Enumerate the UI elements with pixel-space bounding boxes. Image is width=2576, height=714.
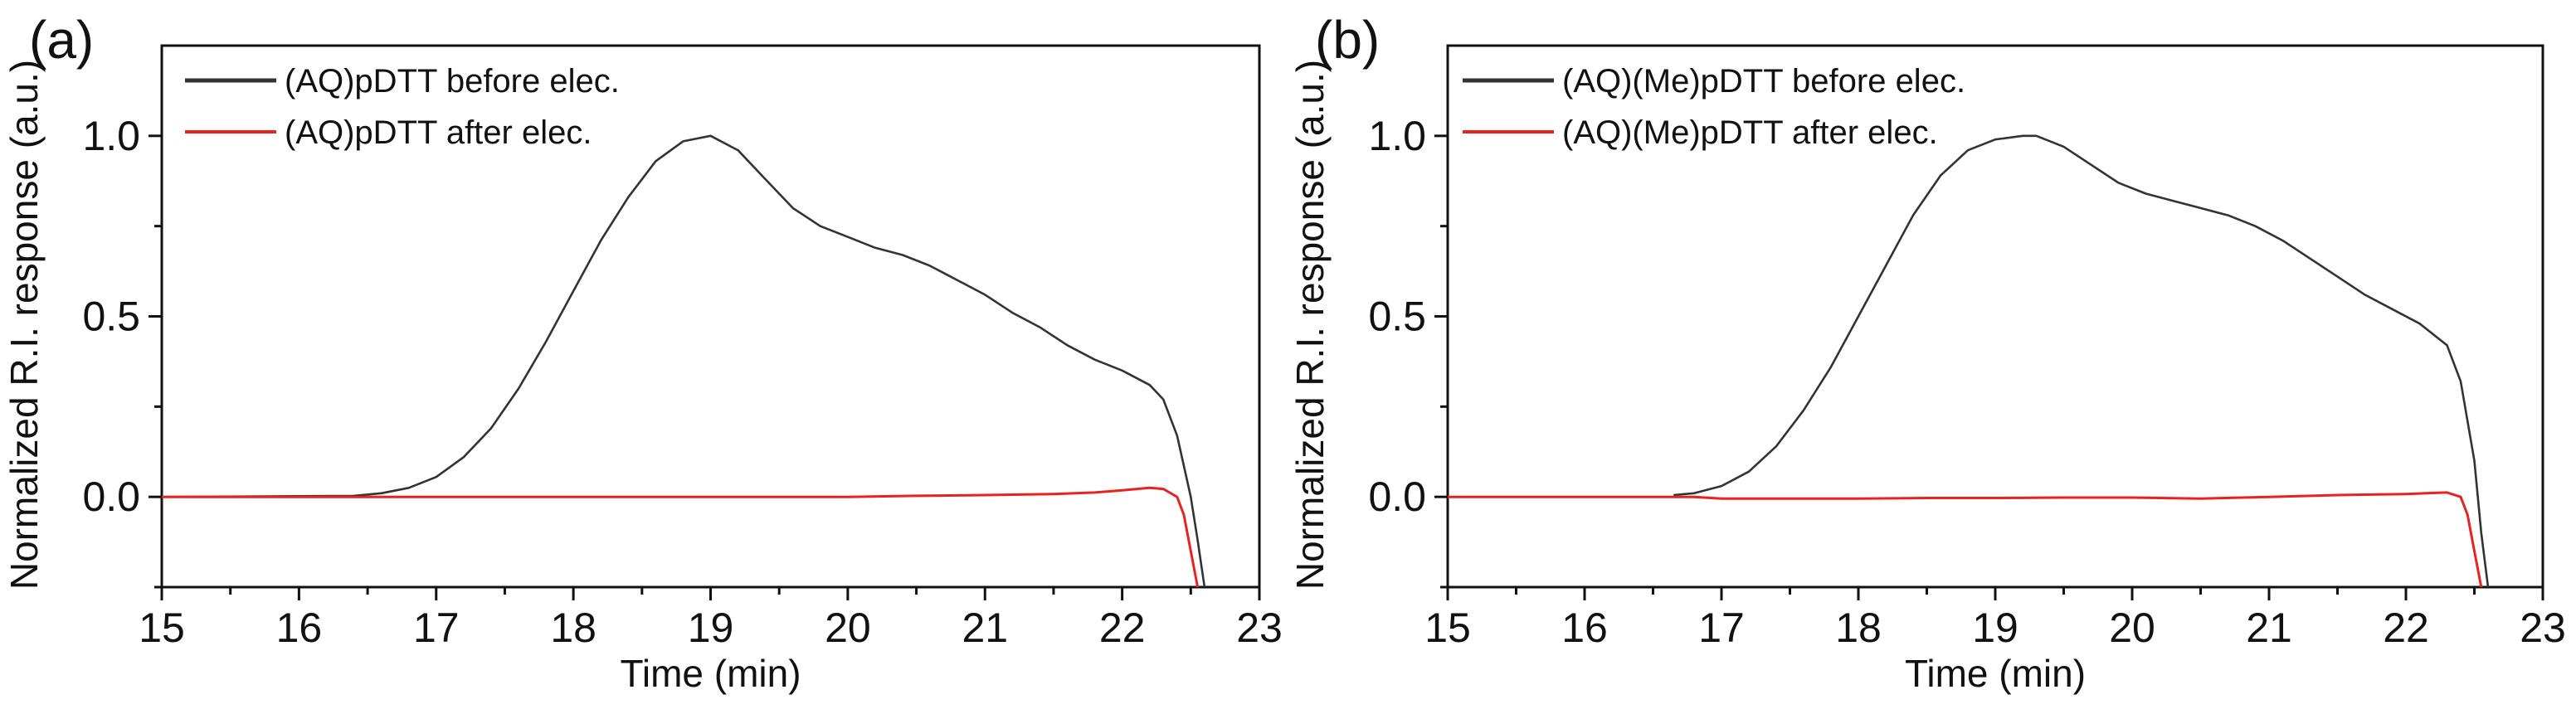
panel-a-label: (a) bbox=[29, 10, 94, 70]
panel-a-x-tick-label: 15 bbox=[139, 605, 185, 651]
panel-b-x-tick-label: 19 bbox=[1972, 605, 2018, 651]
panel-b-x-tick-label: 18 bbox=[1835, 605, 1882, 651]
panel-b-legend-label-before: (AQ)(Me)pDTT before elec. bbox=[1562, 63, 1965, 100]
panel-a-series-before-line bbox=[162, 134, 1206, 587]
panel-a-x-tick-label: 22 bbox=[1099, 605, 1146, 651]
panel-b-legend-label-after: (AQ)(Me)pDTT after elec. bbox=[1562, 114, 1938, 151]
panel-a-y-tick-label: 0.0 bbox=[82, 474, 140, 520]
panel-a-legend-label-before: (AQ)pDTT before elec. bbox=[285, 63, 620, 100]
panel-b-y-tick-label: 0.0 bbox=[1368, 474, 1426, 520]
panel-a-x-axis-title: Time (min) bbox=[620, 652, 801, 695]
panel-b-series-before-line bbox=[1673, 134, 2490, 587]
panel-a-series-after-line bbox=[162, 486, 1200, 587]
panel-a-x-tick-label: 18 bbox=[550, 605, 597, 651]
panel-b-x-tick-label: 17 bbox=[1698, 605, 1745, 651]
panel-a-x-tick-label: 17 bbox=[413, 605, 460, 651]
panel-b-y-tick-label: 0.5 bbox=[1368, 294, 1426, 340]
panel-a-y-tick-label: 0.5 bbox=[82, 294, 140, 340]
panel-a-x-tick-label: 20 bbox=[825, 605, 871, 651]
panel-a-x-tick-label: 16 bbox=[276, 605, 323, 651]
panel-b-x-tick-label: 15 bbox=[1424, 605, 1471, 651]
panel-b-y-axis-title: Normalized R.I. response (a.u.) bbox=[1288, 60, 1332, 590]
panel-b-x-tick-label: 21 bbox=[2246, 605, 2292, 651]
panel-b-y-tick-label: 1.0 bbox=[1368, 113, 1426, 159]
panel-b-series-after-line bbox=[1448, 491, 2483, 587]
panel-a-x-tick-label: 23 bbox=[1236, 605, 1283, 651]
panel-a-y-tick-label: 1.0 bbox=[82, 113, 140, 159]
panel-a-y-axis-title: Normalized R.I. response (a.u.) bbox=[2, 60, 46, 590]
panel-b-x-axis-title: Time (min) bbox=[1905, 652, 2086, 695]
panel-b-x-tick-label: 16 bbox=[1561, 605, 1608, 651]
panel-b-x-tick-label: 23 bbox=[2520, 605, 2566, 651]
panel-a-legend-label-after: (AQ)pDTT after elec. bbox=[285, 114, 592, 151]
panel-a-x-tick-label: 19 bbox=[688, 605, 734, 651]
panel-b-label: (b) bbox=[1315, 10, 1380, 70]
panel-a-x-tick-label: 21 bbox=[962, 605, 1008, 651]
panel-b-x-tick-label: 22 bbox=[2383, 605, 2429, 651]
panel-b-x-tick-label: 20 bbox=[2109, 605, 2155, 651]
